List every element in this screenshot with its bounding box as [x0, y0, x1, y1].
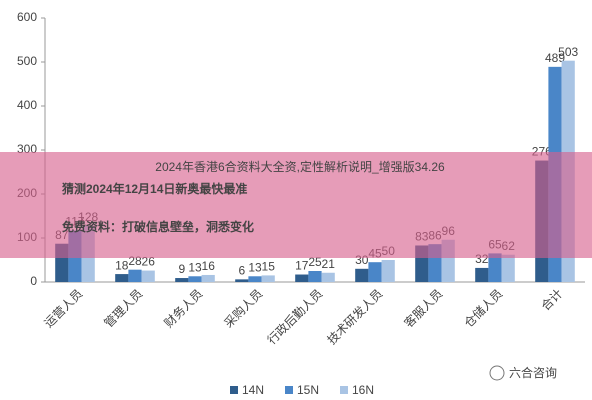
value-label: 13 — [248, 260, 262, 274]
watermark-icon — [489, 365, 505, 381]
bar — [488, 253, 502, 282]
value-label: 25 — [308, 255, 322, 269]
bar — [355, 268, 369, 282]
bar — [141, 270, 155, 282]
bar — [295, 274, 309, 282]
legend-label: 16N — [352, 383, 374, 397]
value-label: 21 — [322, 257, 336, 271]
value-label: 26 — [142, 255, 156, 269]
bar — [368, 262, 382, 282]
value-label: 15 — [262, 260, 276, 274]
legend-swatch — [230, 386, 238, 394]
value-label: 18 — [115, 258, 129, 272]
value-label: 9 — [178, 262, 185, 276]
bar — [235, 279, 249, 282]
bar — [248, 276, 262, 282]
legend-swatch — [340, 386, 348, 394]
banner — [0, 152, 592, 258]
value-label: 489 — [545, 51, 565, 65]
value-label: 503 — [558, 45, 578, 59]
y-tick-label: 0 — [30, 274, 37, 288]
value-label: 16 — [202, 259, 216, 273]
bar — [175, 278, 189, 282]
bar — [381, 260, 395, 282]
value-label: 6 — [238, 264, 245, 278]
bar — [115, 274, 129, 282]
watermark: 六合咨询 — [509, 365, 557, 380]
value-label: 13 — [188, 260, 202, 274]
bar — [201, 274, 215, 282]
bar — [261, 275, 275, 282]
bar — [501, 254, 515, 282]
bar — [188, 276, 202, 282]
bar — [308, 271, 322, 282]
y-tick-label: 600 — [17, 10, 37, 24]
y-tick-label: 500 — [17, 54, 37, 68]
legend-swatch — [285, 386, 293, 394]
bar — [128, 269, 142, 282]
legend-label: 14N — [242, 383, 264, 397]
legend-label: 15N — [297, 383, 319, 397]
bar — [321, 272, 335, 282]
banner-title: 免费资料：打破信息壁垒，洞悉变化 — [62, 219, 254, 234]
banner-title: 猜测2024年12月14日新奥最快最准 — [61, 181, 247, 196]
bar — [475, 267, 489, 282]
banner-caption: 2024年香港6合资料大全资,定性解析说明_增强版34.26 — [155, 159, 445, 174]
value-label: 17 — [295, 259, 309, 273]
y-tick-label: 400 — [17, 98, 37, 112]
